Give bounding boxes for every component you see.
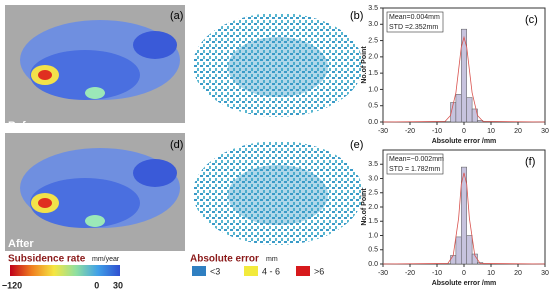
y-tick-label: 2.5 <box>368 190 378 197</box>
bar <box>455 236 462 265</box>
colorbar-tick-label: 30 <box>113 280 123 290</box>
panel-label: (c) <box>525 14 538 26</box>
legend-title: Absolute error <box>190 254 259 265</box>
panel-label: (d) <box>170 139 183 151</box>
colorbar <box>10 265 120 276</box>
panel-caption: After <box>8 238 34 250</box>
y-axis-label: No.of Point <box>361 46 368 84</box>
annotation-box <box>386 11 444 33</box>
bar <box>455 94 462 123</box>
panel-caption: Before <box>190 120 225 132</box>
annotation: STD =2.352mm <box>389 24 438 31</box>
x-tick-label: -30 <box>378 128 388 135</box>
legend-label: <3 <box>210 266 220 276</box>
y-tick-label: 3.5 <box>368 5 378 12</box>
y-tick-label: 3.0 <box>368 175 378 182</box>
panel-caption: Before <box>8 120 43 132</box>
y-tick-label: 0.5 <box>368 103 378 110</box>
y-tick-label: 1.0 <box>368 86 378 93</box>
annotation: STD = 1.782mm <box>389 166 440 173</box>
panel-label: (e) <box>350 139 363 151</box>
y-tick-label: 3.0 <box>368 21 378 28</box>
fit-line <box>382 172 546 265</box>
annotation: Mean=0.004mm <box>389 14 440 21</box>
x-tick-label: 20 <box>514 270 522 277</box>
x-tick-label: 10 <box>487 270 495 277</box>
fit-line <box>382 35 546 123</box>
legend-label: 4 - 6 <box>262 266 280 276</box>
error-map <box>188 133 365 251</box>
x-tick-label: -20 <box>405 128 415 135</box>
y-tick-label: 1.0 <box>368 232 378 239</box>
panel-label: (f) <box>525 156 535 168</box>
x-tick-label: 30 <box>541 128 549 135</box>
y-tick-label: 1.5 <box>368 70 378 77</box>
legend-unit: mm <box>266 256 278 263</box>
panel-caption: After <box>190 238 216 250</box>
x-axis-label: Absolute error /mm <box>432 280 497 287</box>
legend-label: >6 <box>314 266 324 276</box>
y-tick-label: 3.5 <box>368 161 378 168</box>
y-tick-label: 0.0 <box>368 119 378 126</box>
y-axis-label: No.of Point <box>361 188 368 226</box>
y-tick-label: 1.5 <box>368 218 378 225</box>
y-tick-label: 0.5 <box>368 247 378 254</box>
bar <box>466 97 473 123</box>
panel-label: (a) <box>170 10 183 22</box>
x-tick-label: 30 <box>541 270 549 277</box>
bar <box>466 235 473 265</box>
x-tick-label: -20 <box>405 270 415 277</box>
colorbar-tick-label: 0 <box>94 280 99 290</box>
x-tick-label: 20 <box>514 128 522 135</box>
legend-swatch <box>244 266 258 276</box>
legend-unit: mm/year <box>92 256 120 263</box>
legend-title: Subsidence rate <box>8 254 86 265</box>
legend-swatch <box>192 266 206 276</box>
rate-map <box>5 133 185 251</box>
rate-map <box>5 5 185 123</box>
y-tick-label: 2.5 <box>368 37 378 44</box>
annotation: Mean=−0.002mm <box>389 156 444 163</box>
x-tick-label: -10 <box>432 128 442 135</box>
y-tick-label: 0.0 <box>368 261 378 268</box>
legend-swatch <box>296 266 310 276</box>
x-tick-label: -30 <box>378 270 388 277</box>
colorbar-tick-label: −120 <box>2 280 22 290</box>
x-tick-label: -10 <box>432 270 442 277</box>
x-axis-label: Absolute error /mm <box>432 138 497 145</box>
annotation-box <box>386 153 444 175</box>
error-map <box>188 5 365 123</box>
x-tick-label: 0 <box>462 128 466 135</box>
x-tick-label: 0 <box>462 270 466 277</box>
y-tick-label: 2.0 <box>368 54 378 61</box>
bar <box>450 255 457 265</box>
y-tick-label: 2.0 <box>368 204 378 211</box>
panel-label: (b) <box>350 10 363 22</box>
x-tick-label: 10 <box>487 128 495 135</box>
